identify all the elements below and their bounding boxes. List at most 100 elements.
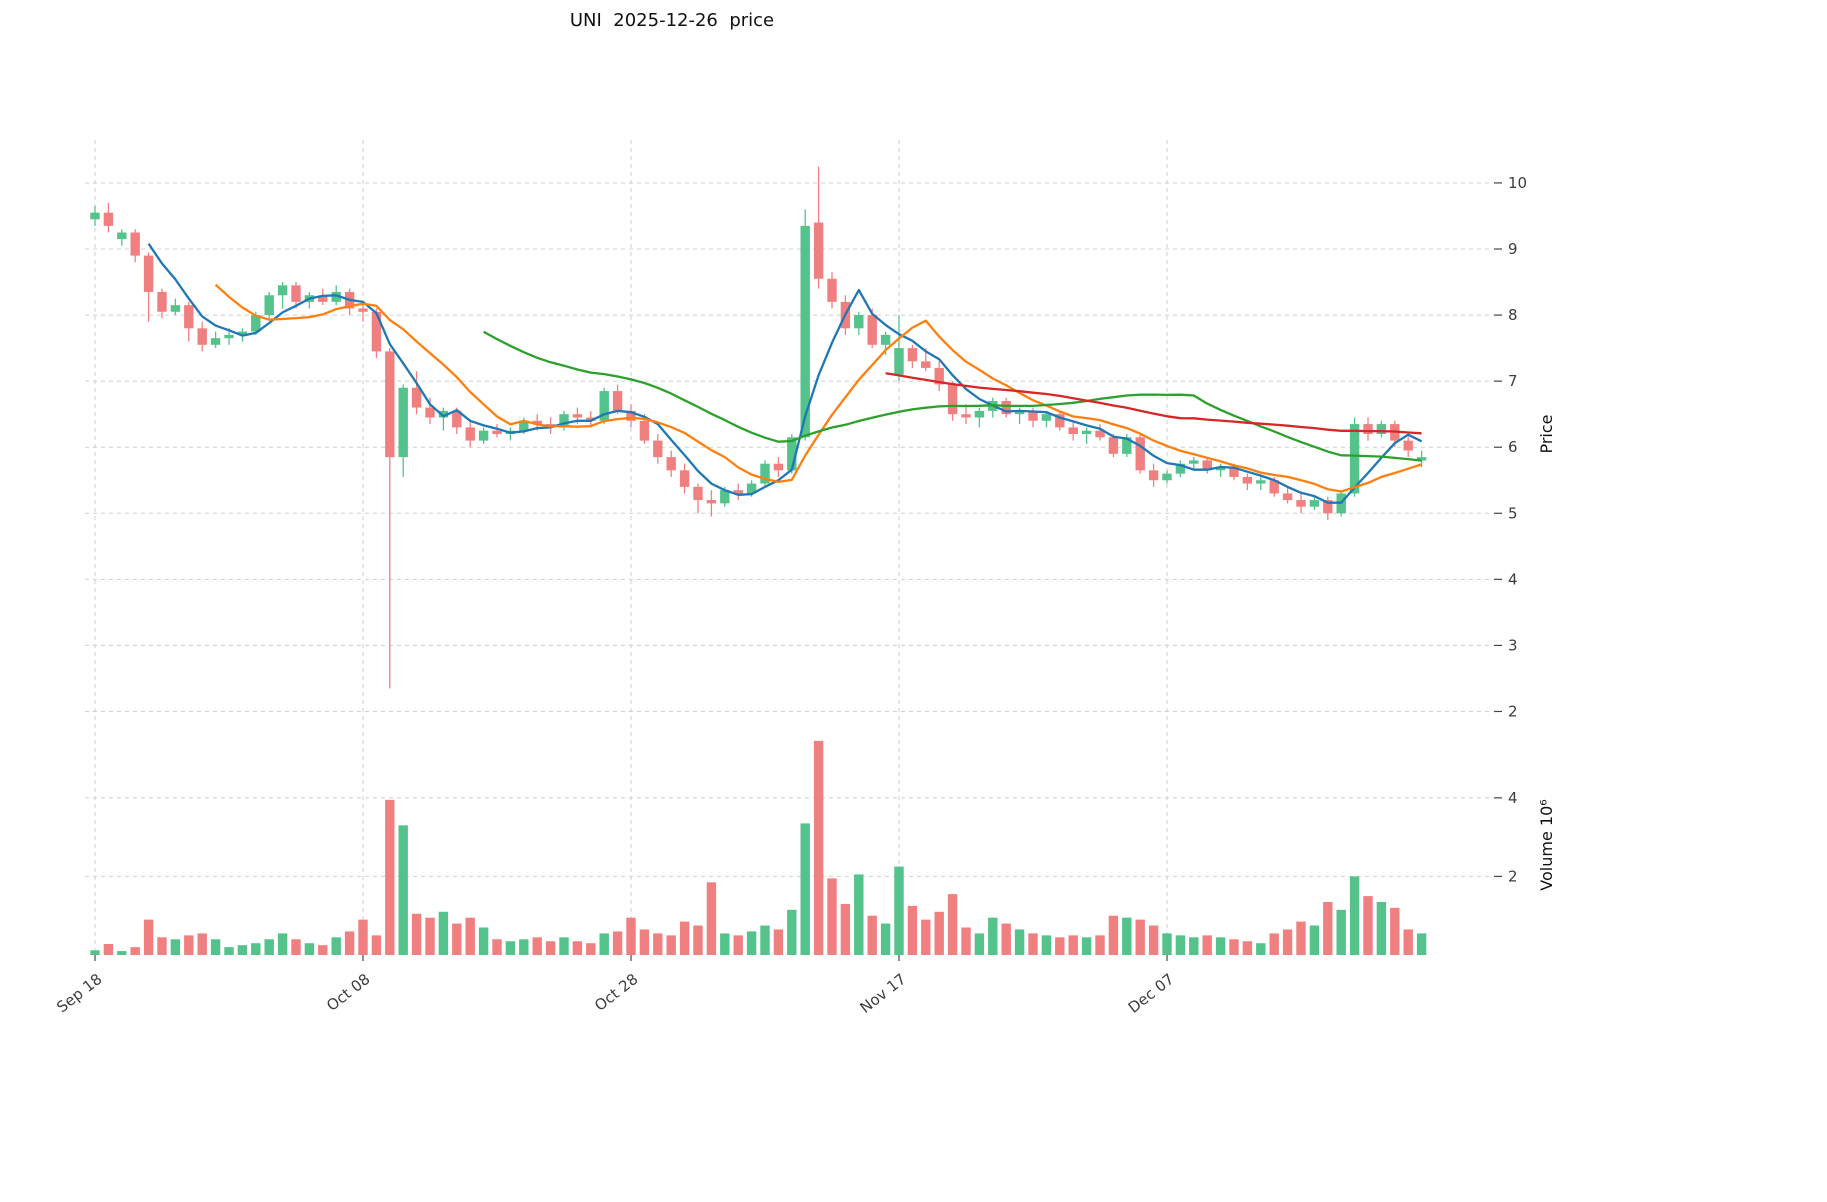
- volume-bar: [813, 740, 824, 955]
- ma60-line: [885, 372, 1422, 435]
- candle-body: [894, 348, 904, 375]
- volume-bar: [371, 935, 382, 955]
- candle-body: [1122, 437, 1132, 454]
- candle-body: [184, 305, 194, 329]
- candle-body: [1282, 493, 1293, 501]
- volume-bar: [358, 919, 368, 955]
- volume-bar: [1028, 933, 1038, 955]
- candle-body: [1028, 410, 1038, 421]
- volume-bar: [103, 944, 114, 955]
- candle-body: [559, 414, 569, 428]
- candle-body: [1242, 476, 1253, 484]
- volume-bar: [1229, 939, 1239, 955]
- candle-body: [1349, 424, 1360, 494]
- candle-body: [1363, 424, 1373, 434]
- volume-bar: [626, 917, 636, 955]
- candle-body: [143, 255, 154, 292]
- candle-body: [117, 232, 127, 240]
- candle-body: [103, 212, 114, 226]
- volume-bar: [291, 939, 301, 955]
- candle-body: [1175, 463, 1186, 474]
- volume-bar: [237, 945, 248, 955]
- candle-body: [385, 351, 395, 458]
- date-tick-label: Nov 17: [857, 970, 910, 1017]
- candle-body: [572, 414, 583, 418]
- volume-bar: [1323, 901, 1333, 955]
- volume-bar: [880, 923, 891, 955]
- volume-bar: [800, 823, 810, 955]
- volume-bar: [1122, 917, 1132, 955]
- volume-bar: [854, 874, 864, 955]
- candle-body: [773, 463, 784, 471]
- volume-bar: [1215, 937, 1226, 955]
- candle-body: [599, 391, 609, 421]
- candle-body: [157, 291, 167, 312]
- volume-bar: [143, 919, 154, 955]
- volume-bar: [1363, 896, 1373, 955]
- volume-tick-label: 2: [1508, 867, 1518, 885]
- candle-body: [720, 490, 730, 504]
- date-tick-label: Oct 08: [323, 970, 373, 1015]
- volume-bar: [1135, 919, 1145, 955]
- candle-body: [706, 500, 717, 504]
- candle-body: [398, 387, 408, 458]
- candle-body: [1309, 500, 1320, 507]
- volume-bar: [1309, 925, 1320, 955]
- candle-body: [170, 305, 181, 312]
- volume-bar: [1202, 935, 1212, 955]
- candle-body: [465, 427, 475, 441]
- date-tick-label: Dec 07: [1125, 970, 1178, 1017]
- volume-bar: [733, 935, 743, 955]
- volume-bar: [921, 919, 931, 955]
- volume-bar: [1108, 915, 1119, 955]
- candle-body: [492, 430, 502, 434]
- volume-bar: [612, 931, 623, 955]
- candle-body: [197, 328, 207, 345]
- price-tick-label: 9: [1508, 240, 1518, 258]
- volume-bar: [385, 799, 395, 955]
- volume-bar: [1256, 943, 1266, 955]
- price-tick-label: 4: [1508, 570, 1518, 588]
- volume-bar: [1162, 933, 1172, 955]
- candle-body: [612, 391, 623, 411]
- candle-body: [626, 410, 636, 421]
- volume-bar: [492, 939, 502, 955]
- candle-body: [934, 367, 944, 385]
- volume-bar: [1269, 933, 1279, 955]
- ma5-line: [147, 243, 1423, 504]
- candle-body: [277, 285, 288, 296]
- axis-ticks-and-labels: 2 3 4 5 6 7 8 9 10 2 4 Sep 18 Oct 08 Oct 28 Nov 17 Dec …: [53, 174, 1527, 1017]
- price-tick-label: 7: [1508, 372, 1518, 390]
- volume-bar: [344, 931, 355, 955]
- volume-bar: [907, 905, 918, 955]
- price-axis-label: Price: [1537, 414, 1556, 453]
- candle-body: [1108, 437, 1119, 454]
- volume-bar: [974, 933, 985, 955]
- volume-bar: [559, 937, 569, 955]
- volume-bar: [519, 939, 529, 955]
- price-tick-label: 5: [1508, 504, 1518, 522]
- candle-body: [1189, 460, 1199, 464]
- moving-average-lines: [147, 243, 1423, 504]
- volume-bar: [505, 941, 516, 955]
- volume-bar: [1175, 935, 1186, 955]
- candle-body: [880, 334, 891, 345]
- volume-bar: [1014, 929, 1025, 955]
- volume-bar: [1189, 937, 1199, 955]
- candle-body: [358, 308, 368, 312]
- candle-body: [639, 420, 650, 441]
- volume-bar: [934, 911, 944, 955]
- candle-body: [1416, 457, 1427, 461]
- volume-bar: [760, 925, 770, 955]
- candle-body: [438, 410, 449, 418]
- candle-body: [264, 295, 274, 316]
- volume-bar: [1403, 929, 1413, 955]
- volume-bar: [947, 894, 958, 955]
- ma10-line: [214, 283, 1422, 493]
- volume-bar: [639, 929, 650, 955]
- candle-body: [813, 222, 824, 279]
- gridlines: [85, 140, 1492, 955]
- candle-body: [867, 315, 877, 345]
- volume-bar: [894, 866, 904, 955]
